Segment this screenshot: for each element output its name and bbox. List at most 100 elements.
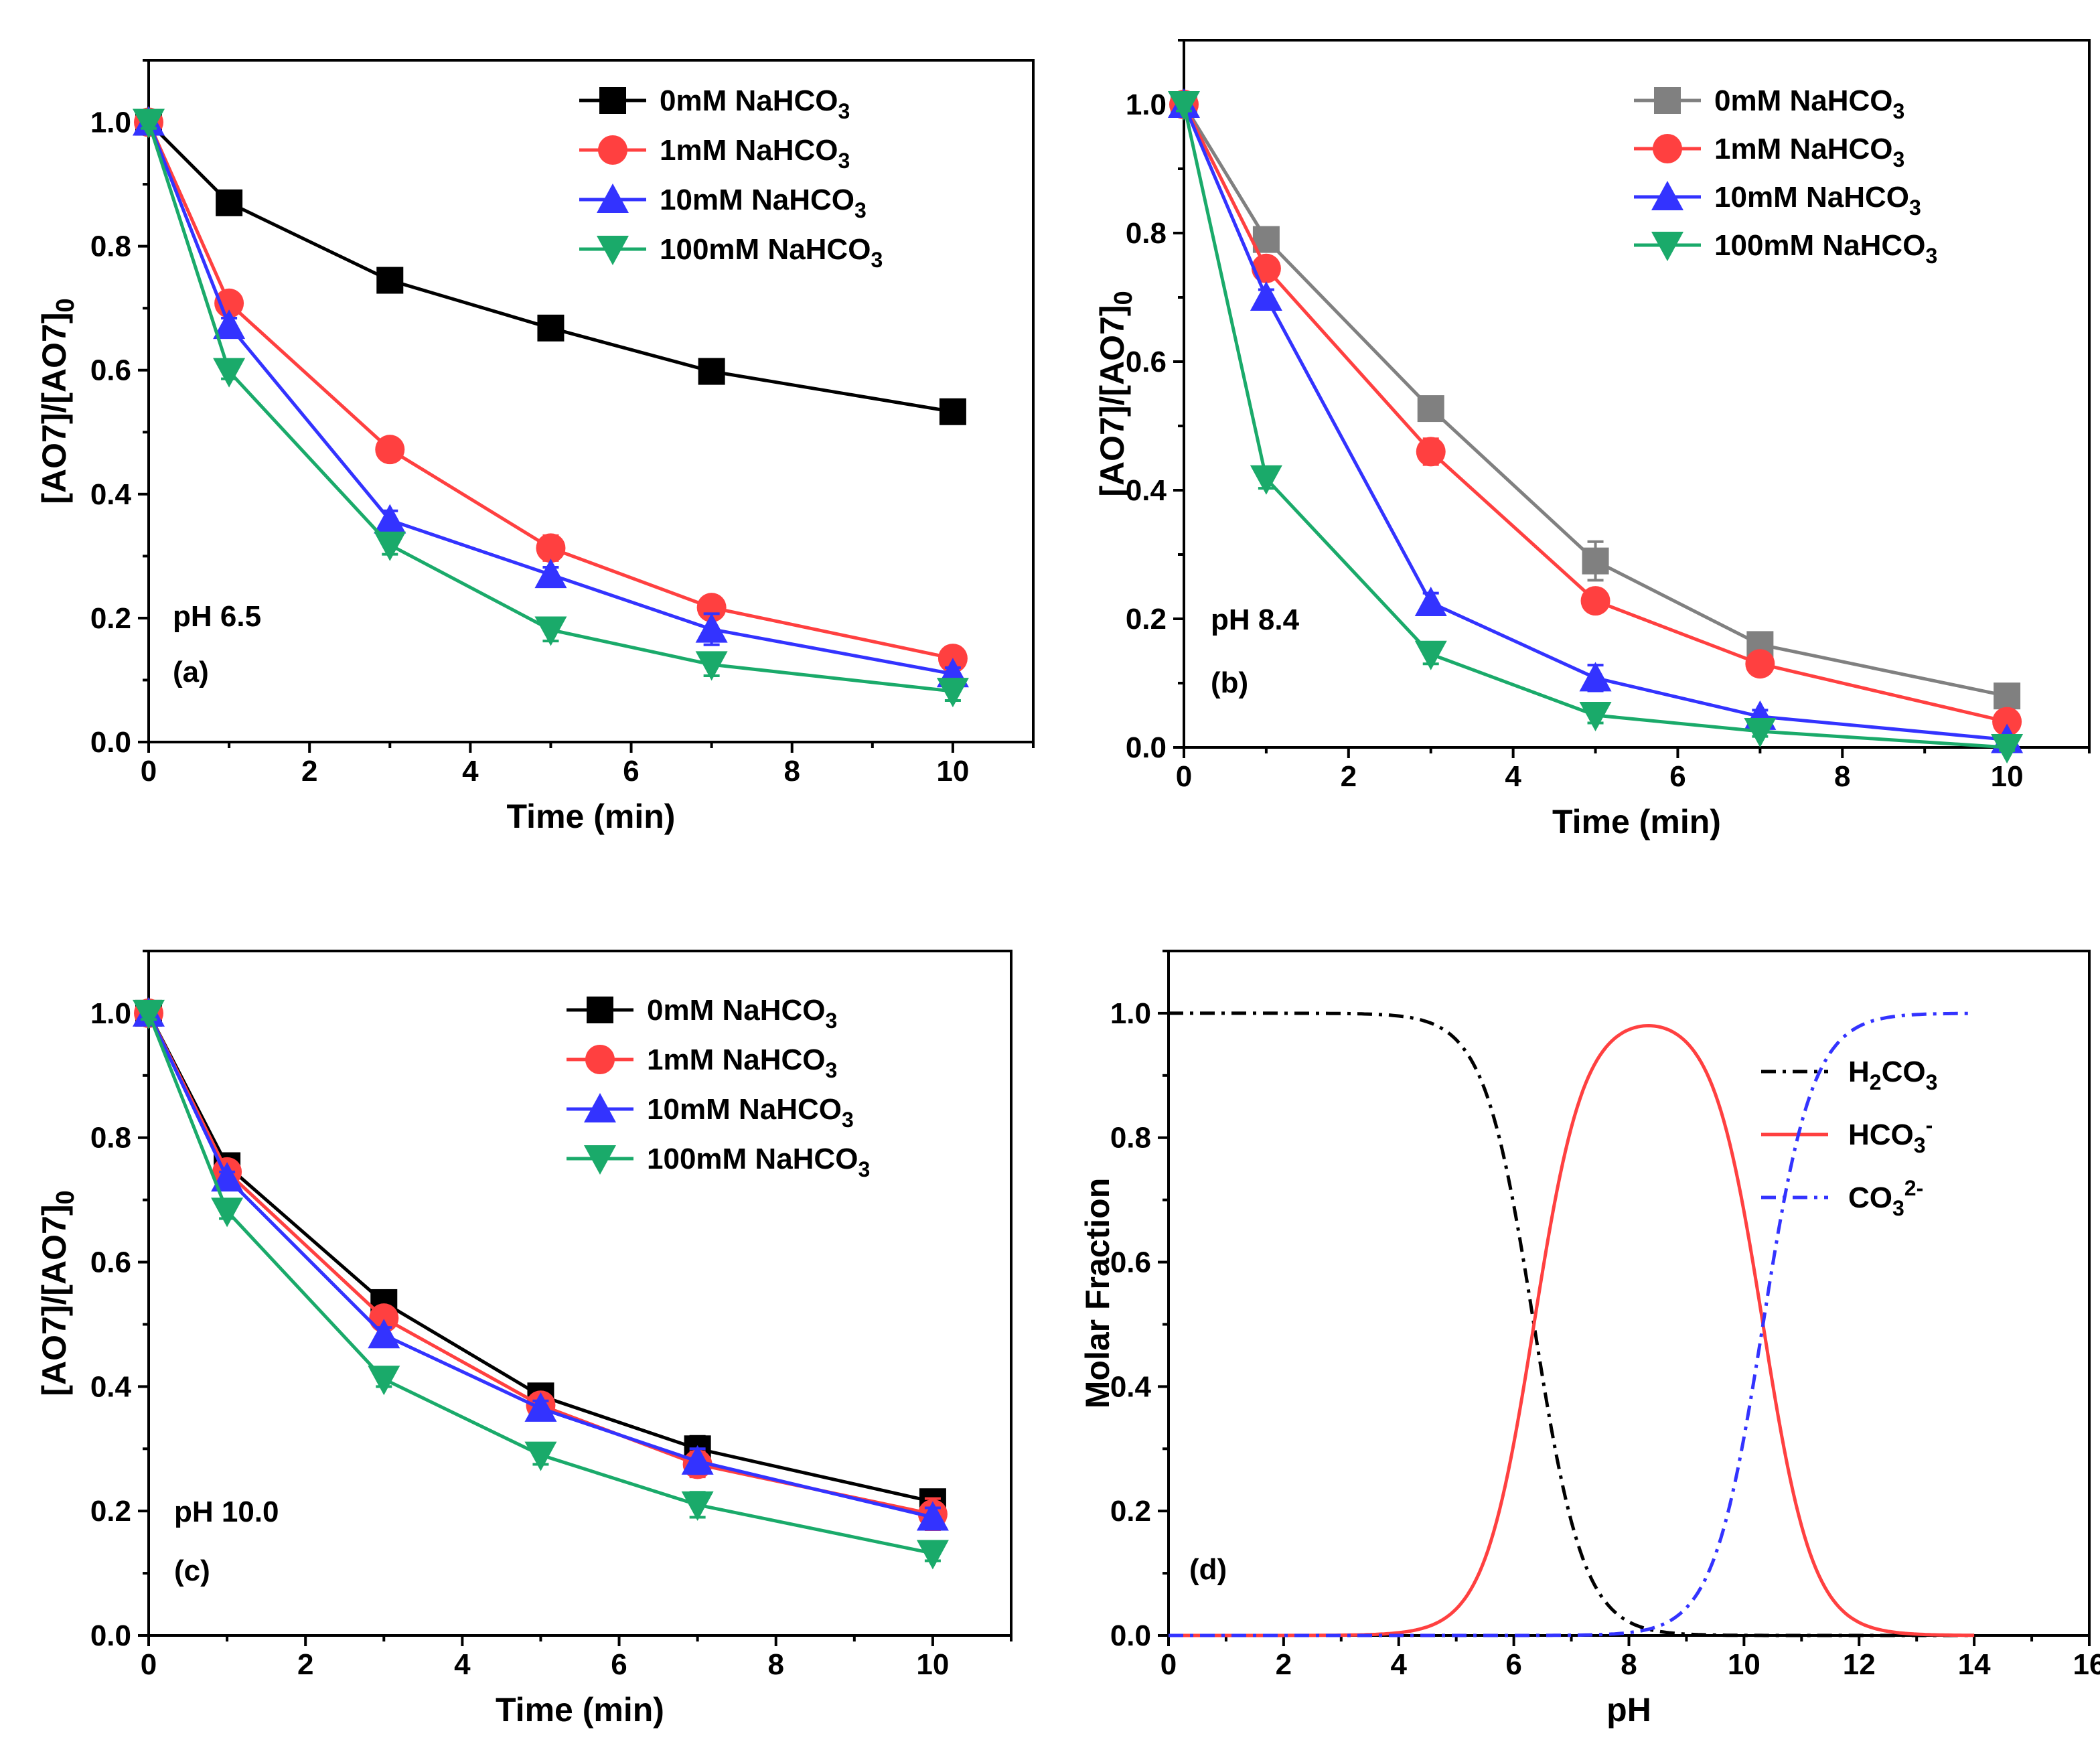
x-tick-label: 10 bbox=[1728, 1648, 1760, 1681]
x-tick-label: 2 bbox=[1341, 760, 1357, 793]
species-curve-0 bbox=[1169, 1011, 1975, 1637]
x-axis-title: Time (min) bbox=[507, 798, 676, 835]
y-axis-title: [AO7]/[AO7]0 bbox=[35, 298, 80, 504]
y-tick-label: 0.8 bbox=[90, 1122, 131, 1155]
y-tick-label: 0.4 bbox=[90, 1370, 132, 1403]
series-line bbox=[1182, 104, 2008, 749]
legend-label: 0mM NaHCO3 bbox=[660, 84, 850, 123]
y-tick-label: 0.2 bbox=[90, 602, 131, 635]
series-line bbox=[1182, 103, 2008, 724]
x-axis-title: Time (min) bbox=[1552, 803, 1721, 841]
legend-marker bbox=[597, 184, 629, 213]
series-line bbox=[147, 121, 954, 693]
series-3 bbox=[1168, 91, 2024, 763]
y-tick-label: 0.0 bbox=[1110, 1619, 1151, 1652]
data-point bbox=[368, 1319, 400, 1349]
plot-frame bbox=[1167, 950, 2091, 1637]
data-point bbox=[211, 1197, 244, 1228]
legend-label: 1mM NaHCO3 bbox=[660, 134, 850, 173]
legend-label: 10mM NaHCO3 bbox=[660, 184, 867, 222]
data-point bbox=[1251, 253, 1281, 283]
y-axis-title: [AO7]/[AO7]0 bbox=[1094, 291, 1138, 496]
data-point bbox=[211, 1162, 244, 1192]
y-axis-title: Molar Fraction bbox=[1079, 1178, 1116, 1408]
legend-marker bbox=[599, 87, 626, 114]
x-tick-label: 2 bbox=[1276, 1648, 1292, 1681]
legend-label: 100mM NaHCO3 bbox=[647, 1143, 870, 1181]
x-tick-label: 4 bbox=[454, 1648, 471, 1681]
data-point bbox=[213, 309, 246, 340]
data-point bbox=[524, 1392, 557, 1422]
panel-d: 0 2 4 6 8 10 12 14 16 0.0 0.2 0.4 0.6 0.8 1.0 pH Molar F… bbox=[1079, 950, 2100, 1729]
ph-annotation: pH 8.4 bbox=[1211, 603, 1300, 636]
legend-marker bbox=[598, 135, 627, 165]
series-line bbox=[147, 1012, 933, 1504]
legend-label: 1mM NaHCO3 bbox=[647, 1043, 837, 1082]
legend-label: HCO3- bbox=[1848, 1113, 1933, 1157]
y-tick-label: 0.8 bbox=[1110, 1122, 1151, 1155]
series-line bbox=[147, 121, 954, 414]
y-tick-label: 0.6 bbox=[90, 354, 131, 387]
data-point bbox=[1250, 465, 1282, 495]
data-point bbox=[939, 398, 966, 425]
plot-frame bbox=[1183, 39, 2091, 749]
data-point bbox=[375, 435, 405, 465]
y-tick-label: 0.4 bbox=[90, 478, 132, 511]
panel-a: 0 2 4 6 8 10 0.0 0.2 0.4 0.6 0.8 1.0 Time (min) [AO7]… bbox=[35, 59, 1035, 835]
x-tick-label: 6 bbox=[623, 755, 639, 788]
x-tick-label: 6 bbox=[1505, 1648, 1521, 1681]
legend-marker bbox=[587, 997, 613, 1023]
y-tick-label: 1.0 bbox=[90, 106, 131, 139]
data-point bbox=[1416, 437, 1446, 467]
data-point bbox=[534, 559, 567, 589]
data-point bbox=[1991, 734, 2024, 763]
x-tick-label: 4 bbox=[1505, 760, 1521, 793]
series-line bbox=[147, 121, 954, 660]
legend-label: 0mM NaHCO3 bbox=[1714, 84, 1904, 123]
ph-annotation: pH 6.5 bbox=[173, 600, 261, 633]
y-tick-label: 0.4 bbox=[1126, 474, 1167, 507]
y-axis-title: [AO7]/[AO7]0 bbox=[35, 1190, 80, 1396]
x-tick-label: 6 bbox=[611, 1648, 627, 1681]
data-point bbox=[1579, 702, 1612, 731]
data-point bbox=[916, 1501, 949, 1531]
data-point bbox=[936, 678, 969, 708]
series-line bbox=[147, 1012, 933, 1555]
data-point bbox=[1579, 662, 1612, 692]
legend-label: 100mM NaHCO3 bbox=[1714, 229, 1937, 268]
x-tick-label: 4 bbox=[1391, 1648, 1408, 1681]
y-tick-label: 0.8 bbox=[90, 230, 131, 263]
data-point bbox=[536, 533, 566, 563]
data-point bbox=[1580, 586, 1610, 616]
species-curve-2 bbox=[1169, 1011, 1975, 1637]
series-3 bbox=[133, 108, 969, 708]
data-point bbox=[213, 358, 246, 388]
x-tick-label: 8 bbox=[783, 755, 800, 788]
x-tick-label: 10 bbox=[1991, 760, 2024, 793]
ph-annotation: pH 10.0 bbox=[174, 1495, 279, 1528]
y-tick-label: 0.6 bbox=[1126, 346, 1167, 378]
data-point bbox=[534, 616, 567, 646]
legend-label: 100mM NaHCO3 bbox=[660, 233, 883, 272]
data-point bbox=[1417, 395, 1444, 423]
legend-label: 0mM NaHCO3 bbox=[647, 994, 837, 1033]
x-tick-label: 0 bbox=[1160, 1648, 1177, 1681]
legend-marker bbox=[585, 1045, 615, 1074]
data-point bbox=[1992, 707, 2022, 737]
data-point bbox=[1250, 281, 1282, 311]
data-point bbox=[374, 531, 406, 561]
y-tick-label: 0.6 bbox=[1110, 1246, 1151, 1279]
x-tick-label: 2 bbox=[301, 755, 317, 788]
data-point bbox=[1744, 718, 1777, 747]
series-0 bbox=[135, 999, 946, 1516]
data-point bbox=[537, 314, 565, 342]
legend-marker bbox=[597, 236, 629, 265]
x-tick-label: 10 bbox=[936, 755, 969, 788]
y-tick-label: 1.0 bbox=[1110, 997, 1151, 1030]
data-point bbox=[1168, 91, 1200, 121]
y-tick-label: 0.4 bbox=[1110, 1370, 1152, 1403]
panel-label: (b) bbox=[1211, 666, 1248, 699]
panel-b: 0 2 4 6 8 10 0.0 0.2 0.4 0.6 0.8 1.0 Time (min) [AO7]… bbox=[1094, 39, 2091, 841]
series-3 bbox=[133, 999, 949, 1570]
